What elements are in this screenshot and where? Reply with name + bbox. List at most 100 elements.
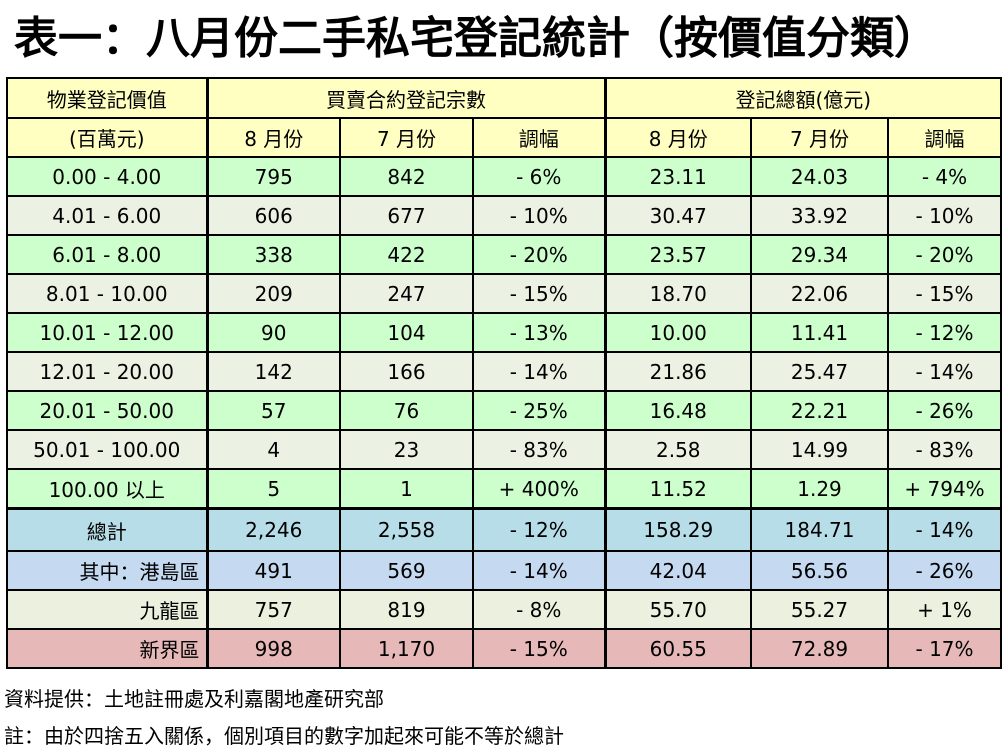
amount-aug: 42.04 (603, 550, 753, 591)
kowloon-row: 九龍區 757 819 - 8% 55.70 55.27 + 1% (6, 589, 1003, 630)
amount-jul: 184.71 (750, 507, 890, 552)
amount-change: - 17% (887, 628, 1003, 669)
count-aug: 57 (205, 390, 341, 431)
count-change: - 15% (471, 273, 607, 314)
amount-change: - 14% (887, 507, 1003, 552)
table-row: 10.01 - 12.00 90 104- 13% 10.00 11.41- 12% (6, 312, 1003, 353)
row-label: 總計 (6, 507, 208, 552)
count-aug: 795 (205, 156, 341, 197)
header-contract-count: 買賣合約登記宗數 (205, 77, 607, 119)
count-jul: 842 (339, 156, 474, 197)
total-row: 總計 2,246 2,558 - 12% 158.29 184.71 - 14% (6, 507, 1003, 552)
range-label: 50.01 - 100.00 (6, 429, 208, 470)
count-jul: 569 (339, 550, 474, 591)
registration-stats-table: 物業登記價值 買賣合約登記宗數 登記總額(億元) (百萬元) 8 月份 7 月份… (6, 77, 1003, 669)
header-value-range: 物業登記價值 (6, 77, 208, 119)
row-label: 九龍區 (6, 589, 208, 630)
table-row: 12.01 - 20.00 142 166- 14% 21.86 25.47- 14% (6, 351, 1003, 392)
rounding-note: 註：由於四捨五入關係，個別項目的數字加起來可能不等於總計 (4, 724, 564, 748)
count-jul: 166 (339, 351, 474, 392)
header-count-aug: 8 月份 (205, 117, 341, 158)
source-note: 資料提供：土地註冊處及利嘉閣地產研究部 (4, 687, 384, 711)
count-jul: 819 (339, 589, 474, 630)
amount-aug: 158.29 (603, 507, 753, 552)
header-amount-change: 調幅 (887, 117, 1003, 158)
amount-change: - 10% (887, 195, 1003, 236)
range-label: 20.01 - 50.00 (6, 390, 208, 431)
range-label: 12.01 - 20.00 (6, 351, 208, 392)
count-jul: 422 (339, 234, 474, 275)
amount-aug: 2.58 (603, 429, 753, 470)
count-change: - 8% (471, 589, 607, 630)
amount-change: + 794% (887, 468, 1003, 510)
amount-jul: 33.92 (750, 195, 890, 236)
table-row: 6.01 - 8.00 338 422- 20% 23.57 29.34- 20% (6, 234, 1003, 275)
count-jul: 1 (339, 468, 474, 510)
header-row-1: 物業登記價值 買賣合約登記宗數 登記總額(億元) (6, 77, 1003, 119)
count-change: - 15% (471, 628, 607, 669)
amount-aug: 30.47 (603, 195, 753, 236)
table-title: 表一：八月份二手私宅登記統計（按價值分類） (14, 13, 938, 64)
table-row: 0.00 - 4.00 795 842- 6% 23.11 24.03- 4% (6, 156, 1003, 197)
amount-jul: 22.21 (750, 390, 890, 431)
amount-jul: 29.34 (750, 234, 890, 275)
amount-jul: 25.47 (750, 351, 890, 392)
count-change: - 25% (471, 390, 607, 431)
count-change: - 10% (471, 195, 607, 236)
amount-change: - 14% (887, 351, 1003, 392)
table-row: 20.01 - 50.00 57 76- 25% 16.48 22.21- 26% (6, 390, 1003, 431)
count-change: - 14% (471, 351, 607, 392)
amount-change: - 83% (887, 429, 1003, 470)
count-aug: 338 (205, 234, 341, 275)
amount-change: - 4% (887, 156, 1003, 197)
count-jul: 104 (339, 312, 474, 353)
amount-aug: 23.57 (603, 234, 753, 275)
count-aug: 142 (205, 351, 341, 392)
amount-change: - 20% (887, 234, 1003, 275)
amount-aug: 18.70 (603, 273, 753, 314)
count-aug: 5 (205, 468, 341, 510)
amount-aug: 55.70 (603, 589, 753, 630)
count-change: - 14% (471, 550, 607, 591)
header-row-2: (百萬元) 8 月份 7 月份 調幅 8 月份 7 月份 調幅 (6, 117, 1003, 158)
count-jul: 2,558 (339, 507, 474, 552)
amount-jul: 1.29 (750, 468, 890, 510)
amount-change: - 15% (887, 273, 1003, 314)
count-jul: 23 (339, 429, 474, 470)
count-aug: 606 (205, 195, 341, 236)
count-jul: 247 (339, 273, 474, 314)
count-aug: 491 (205, 550, 341, 591)
amount-change: - 12% (887, 312, 1003, 353)
count-aug: 2,246 (205, 507, 341, 552)
count-jul: 76 (339, 390, 474, 431)
amount-jul: 72.89 (750, 628, 890, 669)
header-amount-aug: 8 月份 (603, 117, 753, 158)
count-jul: 1,170 (339, 628, 474, 669)
count-aug: 90 (205, 312, 341, 353)
header-registered-amount: 登記總額(億元) (603, 77, 1003, 119)
header-amount-jul: 7 月份 (750, 117, 890, 158)
count-aug: 998 (205, 628, 341, 669)
count-aug: 757 (205, 589, 341, 630)
count-change: - 6% (471, 156, 607, 197)
row-label: 其中：港島區 (6, 550, 208, 591)
count-change: - 12% (471, 507, 607, 552)
header-unit: (百萬元) (6, 117, 208, 158)
amount-aug: 11.52 (603, 468, 753, 510)
table-row: 50.01 - 100.00 4 23- 83% 2.58 14.99- 83% (6, 429, 1003, 470)
table-row: 4.01 - 6.00 606 677- 10% 30.47 33.92- 10% (6, 195, 1003, 236)
row-label: 新界區 (6, 628, 208, 669)
count-change: - 20% (471, 234, 607, 275)
range-label: 0.00 - 4.00 (6, 156, 208, 197)
amount-aug: 21.86 (603, 351, 753, 392)
amount-jul: 22.06 (750, 273, 890, 314)
count-change: - 13% (471, 312, 607, 353)
table-row: 8.01 - 10.00 209 247- 15% 18.70 22.06- 15% (6, 273, 1003, 314)
count-change: + 400% (471, 468, 607, 510)
table-row: 100.00 以上 5 1 + 400% 11.52 1.29 + 794% (6, 468, 1003, 510)
hk-island-row: 其中：港島區 491 569 - 14% 42.04 56.56 - 26% (6, 550, 1003, 591)
count-jul: 677 (339, 195, 474, 236)
range-label: 100.00 以上 (6, 468, 208, 510)
amount-jul: 24.03 (750, 156, 890, 197)
amount-change: + 1% (887, 589, 1003, 630)
